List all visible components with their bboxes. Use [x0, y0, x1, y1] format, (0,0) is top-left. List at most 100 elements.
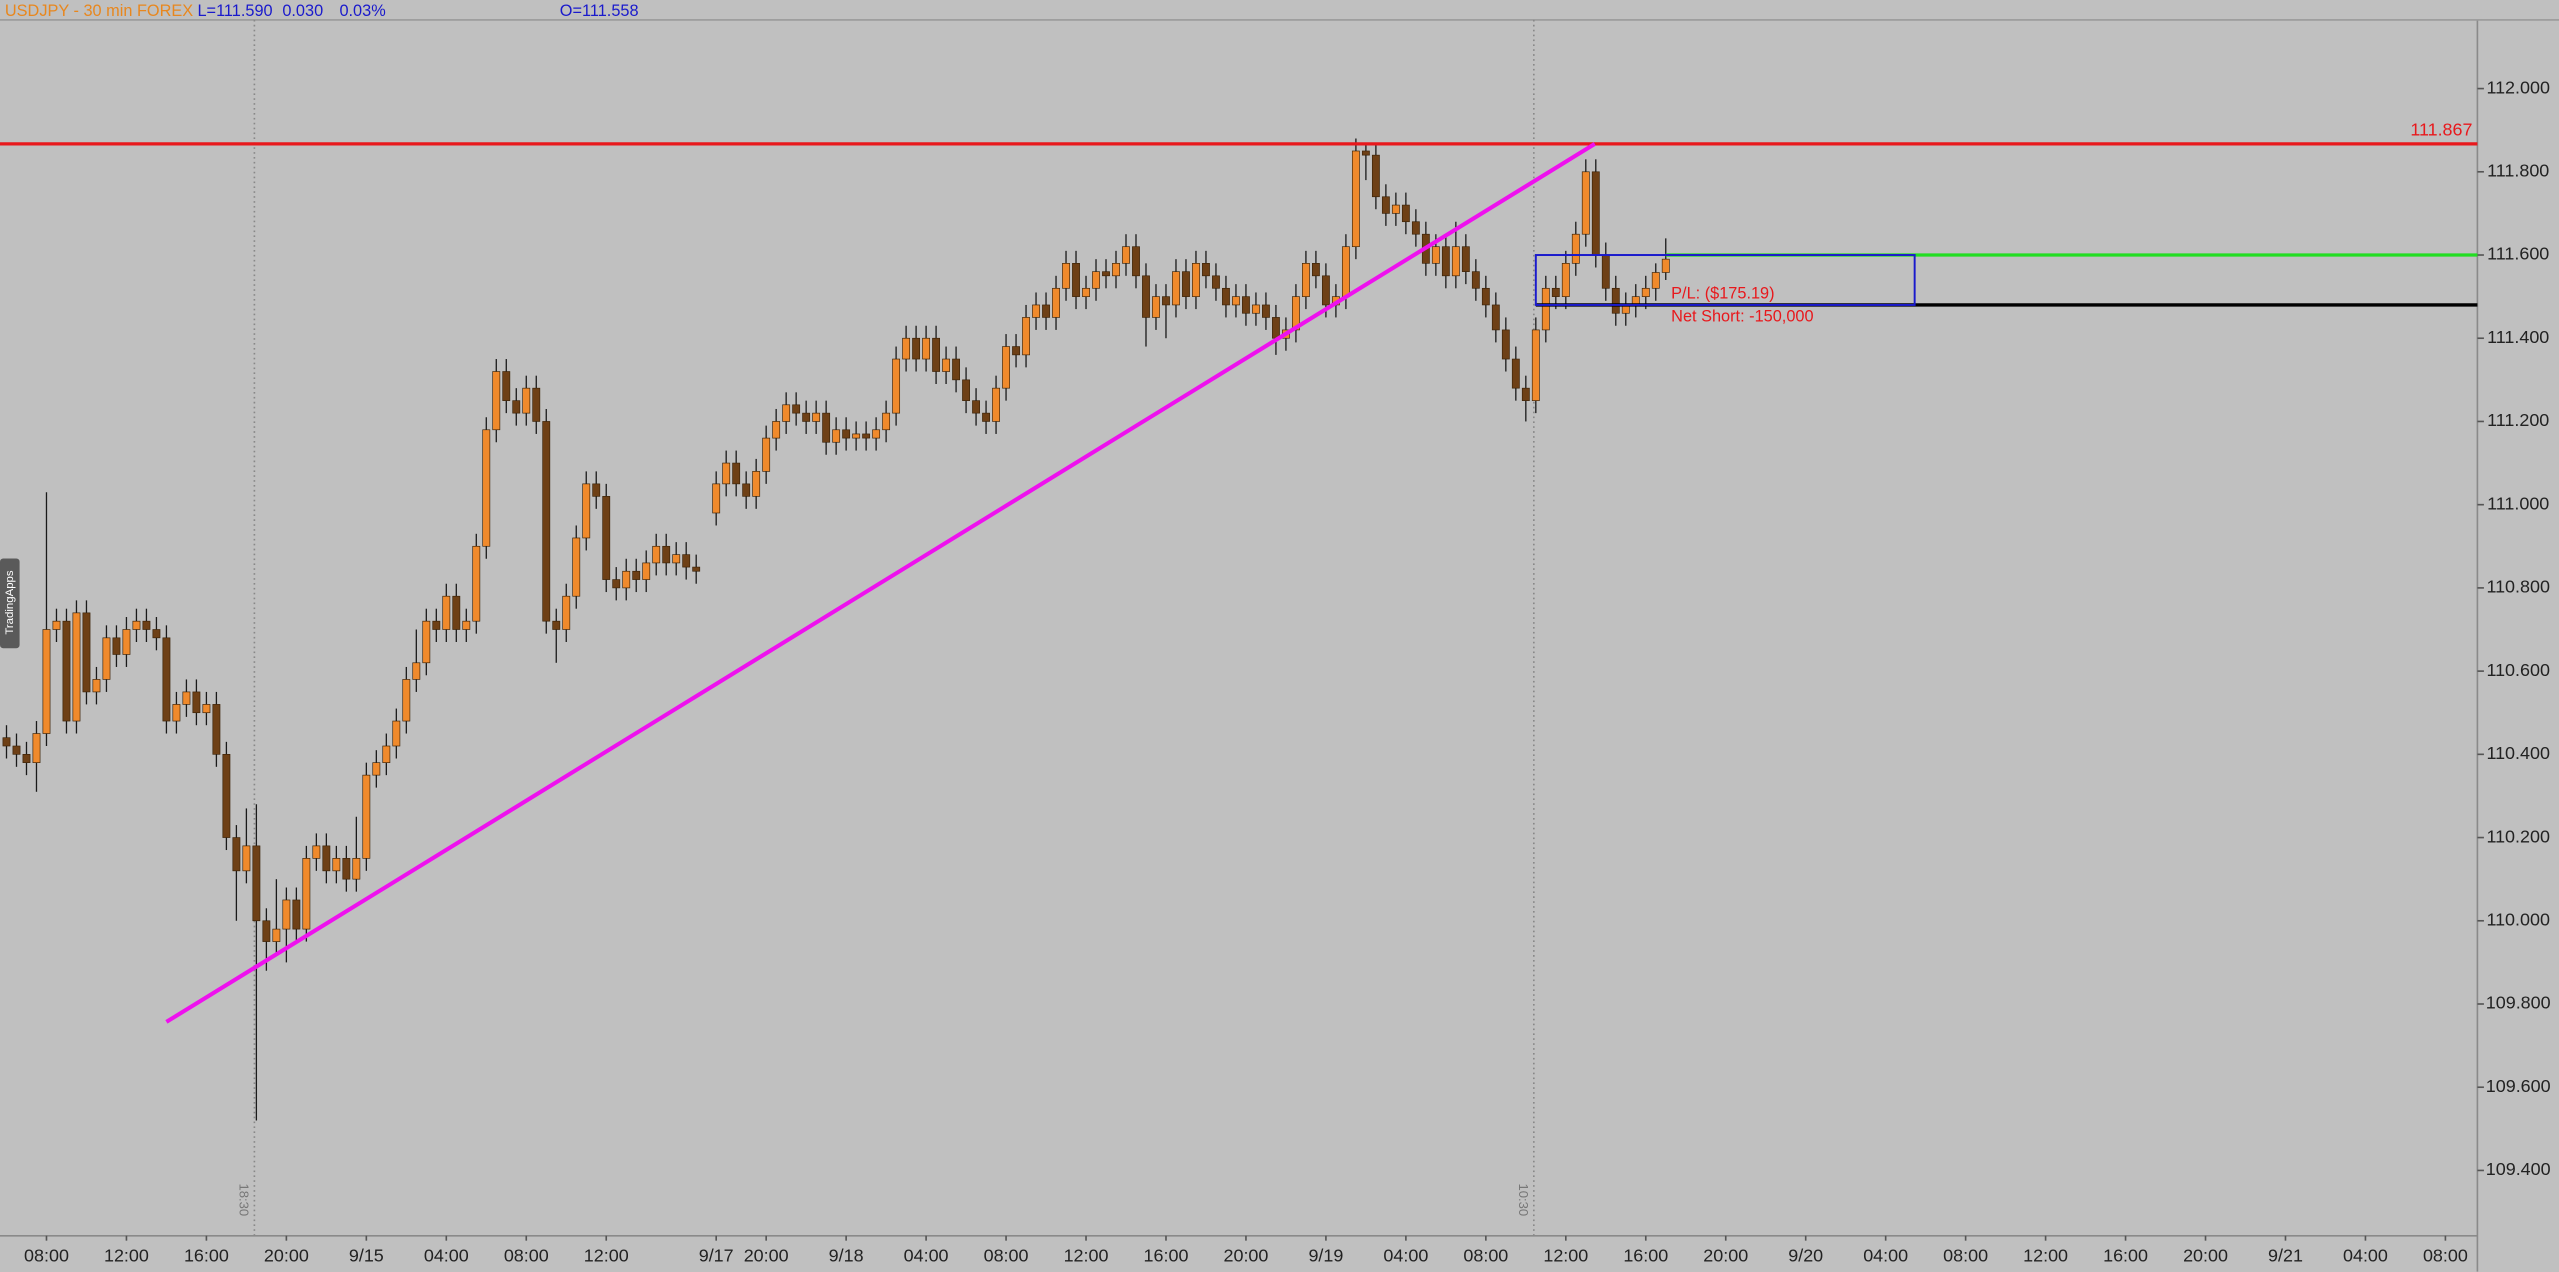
candle-body — [1132, 246, 1140, 277]
candle-body — [1361, 150, 1370, 156]
candle-body — [1571, 233, 1580, 264]
candle-body — [92, 679, 101, 693]
x-tick-label: 20:00 — [264, 1246, 309, 1266]
candle-body — [602, 496, 611, 580]
chart-title: USDJPY - 30 min FOREX — [5, 2, 193, 20]
x-tick-label: 08:00 — [24, 1246, 69, 1266]
candle-body — [812, 412, 821, 422]
price-level-label: 111.867 — [2410, 120, 2472, 140]
candle-body — [1381, 196, 1390, 214]
x-tick-label: 16:00 — [184, 1246, 229, 1266]
candle-body — [982, 412, 990, 422]
candle-body — [1112, 263, 1120, 277]
x-tick-label: 08:00 — [1943, 1246, 1988, 1266]
x-tick-label: 9/17 — [699, 1246, 734, 1266]
candle-body — [302, 858, 311, 930]
candle-body — [1431, 246, 1440, 264]
x-tick-label: 08:00 — [2423, 1246, 2468, 1266]
candle-body — [1391, 204, 1400, 214]
candle-body — [922, 337, 931, 360]
candle-body — [1451, 246, 1460, 277]
candle-body — [12, 745, 21, 755]
candle-body — [1471, 271, 1480, 289]
x-tick-label: 12:00 — [104, 1246, 149, 1266]
candle-body — [802, 412, 811, 422]
candle-body — [542, 421, 551, 622]
y-tick-label: 111.600 — [2487, 244, 2549, 264]
candle-body — [1661, 258, 1670, 273]
candle-body — [1651, 272, 1660, 289]
candle-body — [322, 845, 331, 872]
x-tick-label: 9/15 — [349, 1246, 384, 1266]
candle-body — [1341, 246, 1350, 297]
candle-body — [1551, 287, 1560, 297]
x-tick-label: 20:00 — [1703, 1246, 1748, 1266]
trendline — [165, 142, 1596, 1024]
candle-body — [862, 433, 871, 439]
candle-body — [532, 387, 541, 422]
candle-body — [472, 545, 481, 622]
position-box — [1534, 254, 1916, 306]
candle-body — [762, 437, 771, 472]
candle-body — [1581, 171, 1590, 235]
candle-body — [1411, 221, 1420, 235]
candle-body — [1052, 287, 1060, 318]
y-tick-label: 111.800 — [2487, 161, 2549, 181]
candle-body — [442, 595, 451, 630]
x-tick-label: 12:00 — [1064, 1246, 1109, 1266]
candle-body — [62, 620, 71, 722]
candle-body — [1252, 304, 1260, 314]
candle-body — [1591, 171, 1600, 256]
candle-body — [792, 404, 801, 414]
candle-body — [682, 554, 691, 568]
candle-body — [992, 387, 1000, 422]
candle-body — [102, 637, 111, 680]
candle-body — [1272, 317, 1280, 339]
candle-body — [1092, 271, 1100, 289]
candle-body — [582, 483, 591, 539]
x-tick-label: 12:00 — [1543, 1246, 1588, 1266]
x-tick-label: 04:00 — [424, 1246, 469, 1266]
candle-body — [172, 704, 181, 722]
candle-body — [672, 554, 681, 564]
candle-body — [132, 620, 141, 630]
candle-body — [402, 679, 411, 722]
candle-body — [1601, 254, 1610, 289]
y-tick-label: 110.800 — [2486, 577, 2550, 597]
candle-body — [712, 483, 721, 514]
candle-body — [592, 483, 601, 497]
candle-body — [452, 595, 461, 630]
candle-body — [912, 337, 921, 360]
candle-body — [52, 620, 61, 630]
candle-body — [372, 762, 381, 776]
candle-body — [362, 774, 371, 859]
candle-body — [1242, 296, 1250, 314]
candle-body — [1641, 287, 1650, 297]
candle-body — [852, 433, 861, 439]
y-tick-label: 110.200 — [2486, 826, 2550, 846]
candle-body — [142, 620, 151, 630]
x-tick-label: 16:00 — [1623, 1246, 1668, 1266]
candle-body — [1262, 304, 1270, 318]
candle-body — [732, 462, 741, 485]
candle-body — [972, 400, 980, 414]
candle-body — [202, 704, 211, 714]
candle-body — [252, 845, 261, 922]
candle-body — [232, 837, 241, 872]
candle-body — [782, 404, 791, 422]
candle-body — [612, 579, 621, 589]
candle-body — [1202, 263, 1210, 277]
session-label: 18:30 — [237, 1184, 252, 1217]
x-tick-label: 9/20 — [1788, 1246, 1823, 1266]
candle-body — [742, 483, 751, 497]
x-tick-label: 04:00 — [2343, 1246, 2388, 1266]
candle-body — [1082, 287, 1090, 297]
candle-body — [1162, 296, 1170, 306]
candle-body — [752, 471, 761, 497]
candle-body — [652, 545, 661, 564]
candle-body — [422, 620, 431, 664]
y-tick-label: 109.400 — [2486, 1159, 2551, 1179]
candle-body — [432, 620, 441, 630]
x-tick-label: 20:00 — [744, 1246, 789, 1266]
